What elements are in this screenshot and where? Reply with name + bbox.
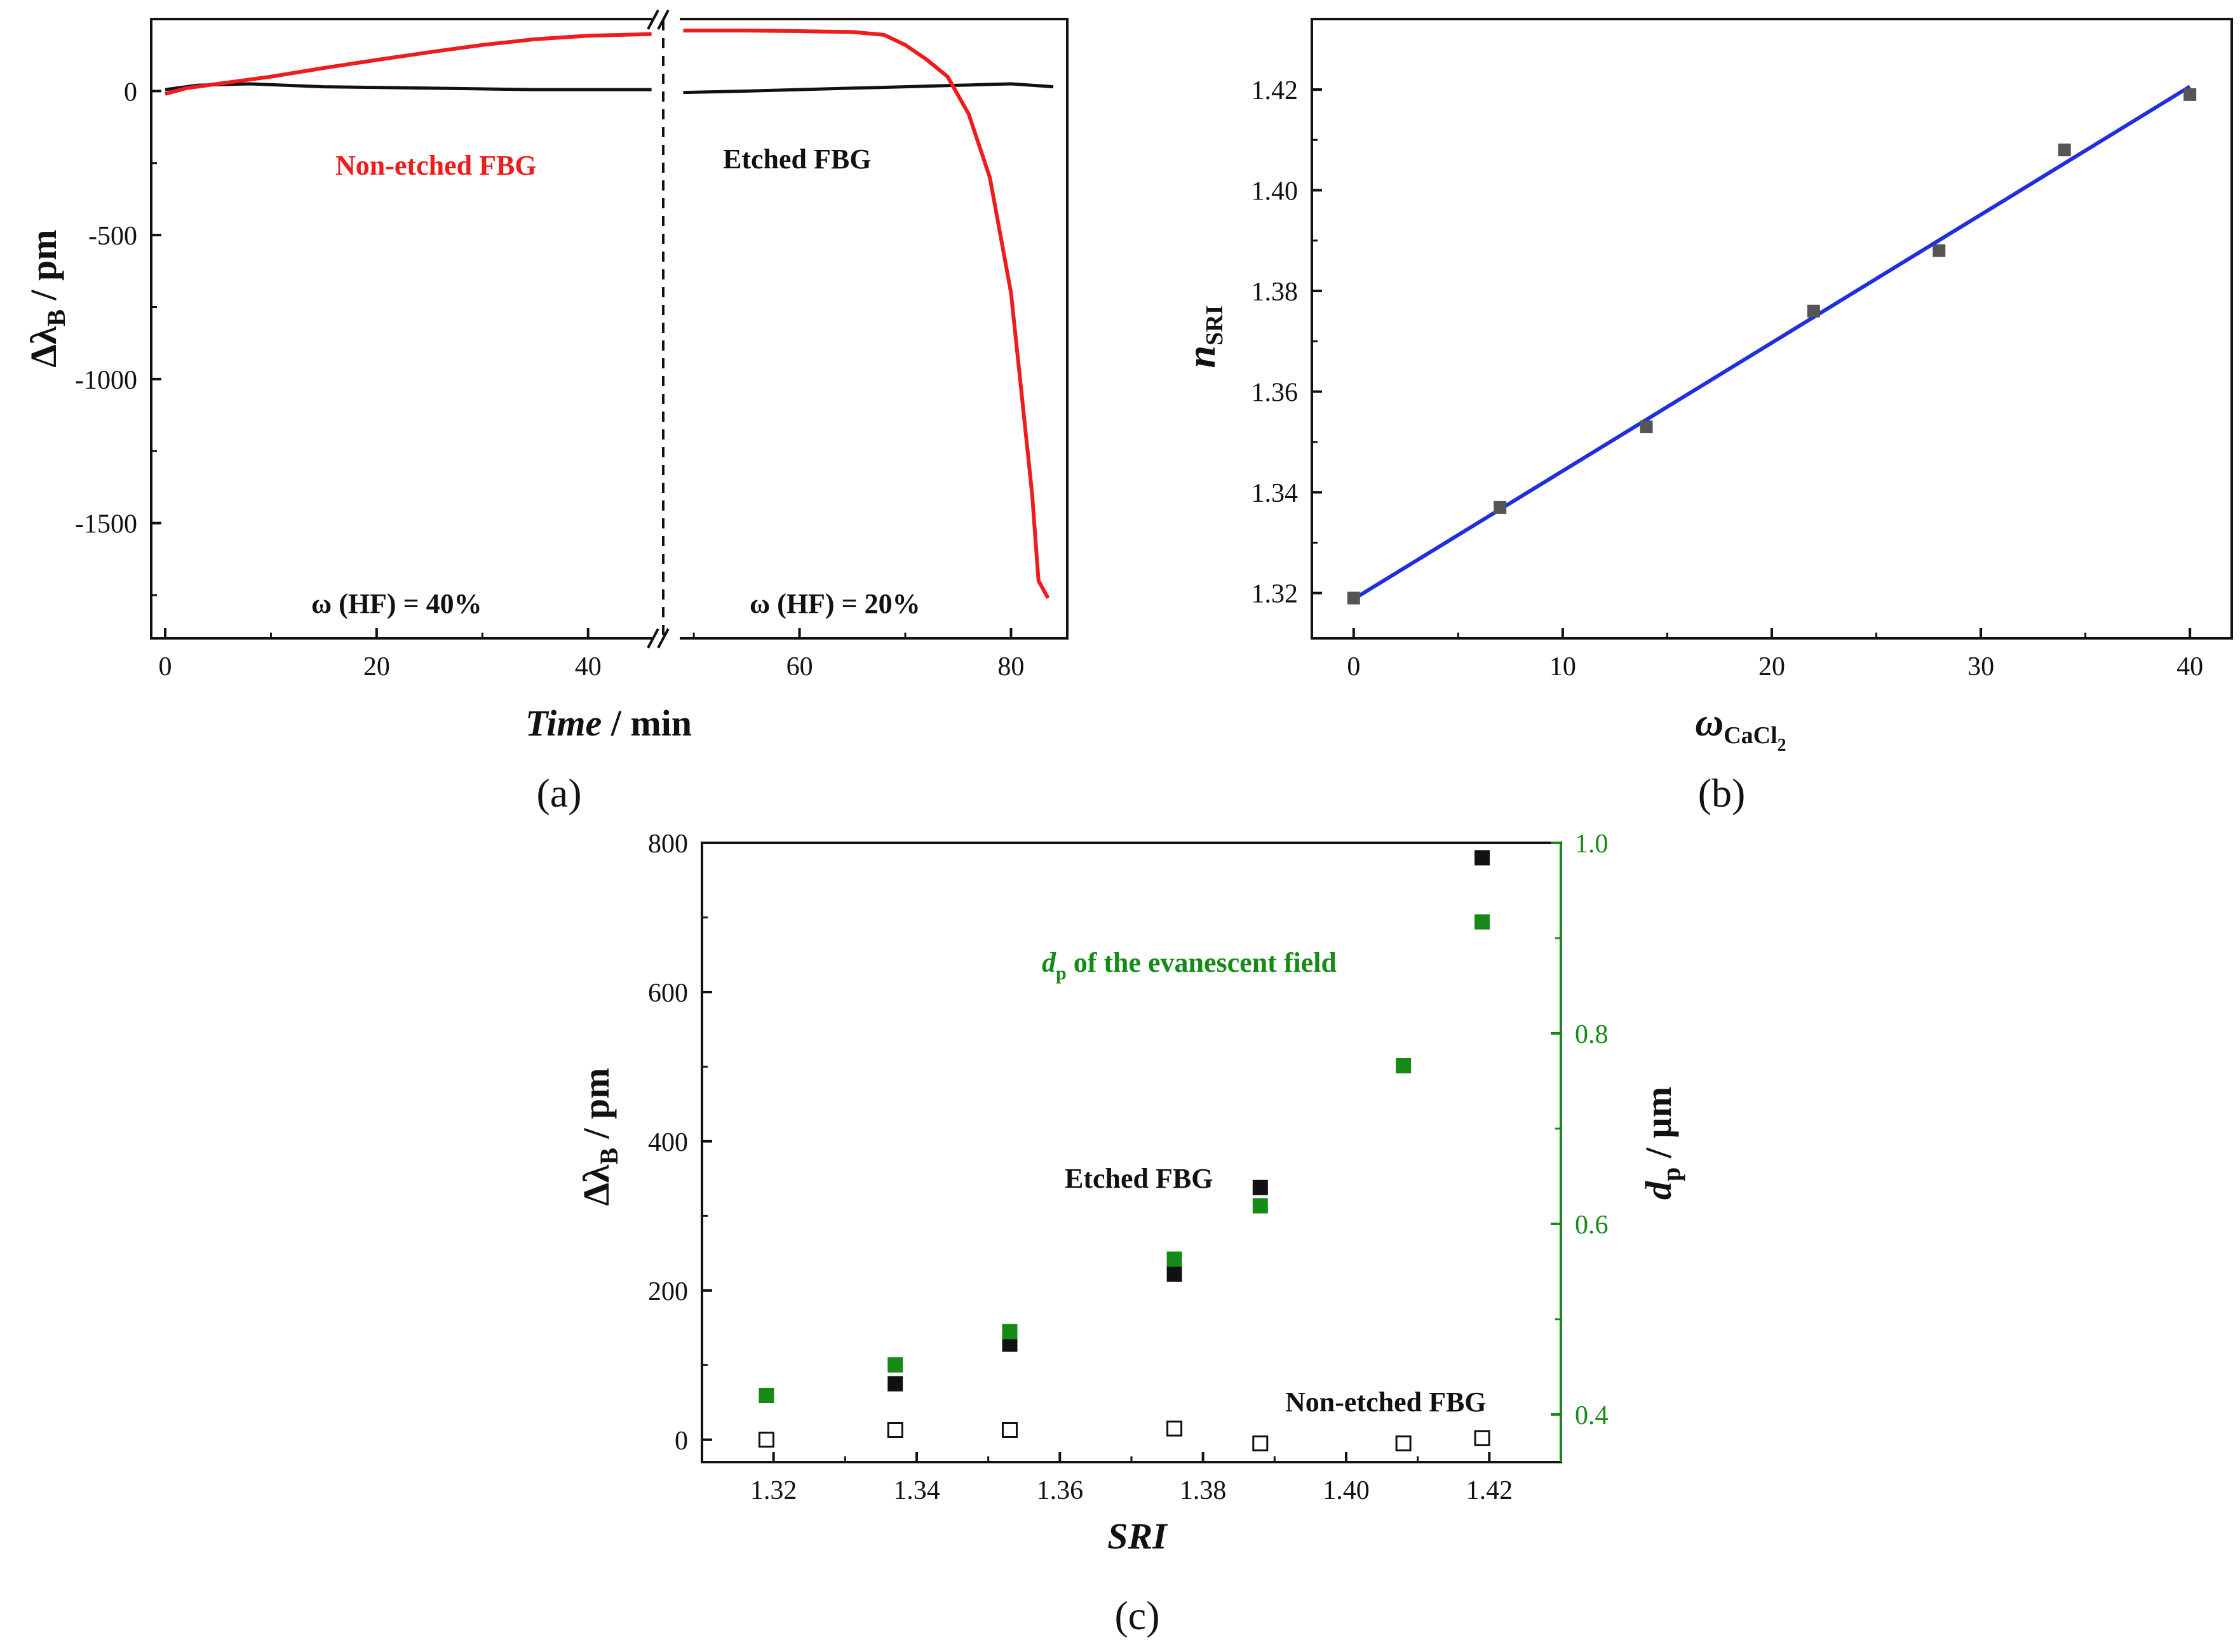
panel-b-data-point xyxy=(1807,304,1820,318)
panel-c-point-non-etched xyxy=(1166,1420,1183,1437)
panel-a-label: (a) xyxy=(536,770,581,816)
panel-b-data-point xyxy=(1347,591,1360,605)
panel-b-frame xyxy=(1311,18,2233,640)
panel-c-x-tick-label: 1.36 xyxy=(1037,1476,1084,1505)
panel-c-label: (c) xyxy=(1114,1593,1159,1638)
panel-c-y-tick-label: 800 xyxy=(648,829,688,859)
panel-a-series-black-left xyxy=(165,82,652,91)
panel-b-y-tick-label: 1.38 xyxy=(1252,278,1299,307)
panel-b-data-point xyxy=(2183,88,2197,101)
panel-c-y2-tick-label: 0.4 xyxy=(1575,1401,1609,1430)
panel-c-y-tick-label: 200 xyxy=(648,1277,688,1306)
panel-a-annotation-non-etched: Non-etched FBG xyxy=(335,150,537,181)
panel-b-data-point xyxy=(1933,244,1946,257)
panel-c-point-dp xyxy=(1474,914,1490,930)
panel-b-x-tick-label: 0 xyxy=(1347,652,1360,682)
panel-c-y-axis-label: ΔλB / pm xyxy=(576,1068,623,1205)
panel-c-x-tick-label: 1.34 xyxy=(893,1476,940,1505)
panel-c-point-dp xyxy=(1166,1251,1182,1267)
panel-a-x-tick-label: 20 xyxy=(363,652,390,682)
panel-b-y-tick-label: 1.36 xyxy=(1252,379,1299,408)
panel-b-data-point xyxy=(1494,500,1507,514)
panel-a-annotation-hf40: ω (HF) = 40% xyxy=(311,588,482,619)
panel-c-x-tick-label: 1.42 xyxy=(1466,1476,1513,1505)
panel-c-x-axis-label: SRI xyxy=(1107,1515,1168,1557)
panel-c-x-tick-label: 1.38 xyxy=(1180,1476,1227,1505)
panel-c-point-non-etched xyxy=(1001,1421,1018,1438)
panel-b-y-tick-label: 1.34 xyxy=(1252,479,1299,508)
panel-c-x-tick-label: 1.32 xyxy=(750,1476,797,1505)
panel-b-x-tick-label: 40 xyxy=(2176,652,2203,682)
panel-b-y-tick-label: 1.40 xyxy=(1252,177,1299,206)
panel-b-label: (b) xyxy=(1698,770,1746,816)
panel-c-point-dp xyxy=(1002,1324,1018,1340)
panel-b-data-point xyxy=(1640,420,1653,434)
panel-a-series-red-left xyxy=(165,32,652,96)
panel-b-x-axis-label: ωCaCl2 xyxy=(1695,701,1786,755)
panel-c-y-tick-label: 600 xyxy=(648,979,688,1008)
panel-c-y2-tick-label: 1.0 xyxy=(1575,829,1609,859)
panel-b-x-tick-label: 30 xyxy=(1967,652,1994,682)
panel-a-frame xyxy=(150,18,1069,640)
panel-c-annotation-non-etched: Non-etched FBG xyxy=(1285,1387,1487,1418)
panel-a-x-tick-label: 0 xyxy=(159,652,172,682)
panel-a-series-red-right xyxy=(683,29,1050,599)
panel-a-annotation-etched: Etched FBG xyxy=(723,144,871,175)
panel-a-y-tick-label: 0 xyxy=(124,77,137,107)
panel-c-y-tick-label: 400 xyxy=(648,1128,688,1157)
panel-c-point-etched xyxy=(1474,850,1490,866)
panel-c-point-dp xyxy=(887,1357,903,1373)
panel-c-y2-tick-label: 0.6 xyxy=(1575,1211,1609,1240)
panel-c-point-etched xyxy=(1252,1179,1268,1195)
panel-c-annotation-etched: Etched FBG xyxy=(1065,1163,1213,1194)
panel-a-chart: 0 20 40 60 800-500-1000-1500 Non-etched FBG … xyxy=(23,10,1069,816)
panel-b-data-point xyxy=(2058,144,2071,157)
panel-c-y-tick-label: 0 xyxy=(675,1427,688,1456)
panel-a-x-tick-label: 60 xyxy=(786,652,813,682)
panel-a-x-tick-label: 80 xyxy=(997,652,1024,682)
panel-c-point-non-etched xyxy=(1474,1430,1490,1446)
panel-c-point-dp xyxy=(1396,1058,1412,1073)
panel-b-fit-line xyxy=(1353,84,2191,601)
panel-c-point-non-etched xyxy=(1395,1435,1412,1452)
panel-a-x-tick-label: 40 xyxy=(575,652,602,682)
panel-c-annotation-dp: dp of the evanescent field xyxy=(1042,947,1337,984)
panel-c-point-dp xyxy=(1252,1198,1268,1214)
panel-a-annotation-hf20: ω (HF) = 20% xyxy=(750,588,921,619)
panel-a-y-tick-label: -1000 xyxy=(75,366,137,395)
panel-c-chart: 1.32 1.34 1.36 1.38 1.40 1.42 0 200 400 600 800 0.4… xyxy=(576,829,1685,1638)
panel-a-axis-break xyxy=(647,10,680,648)
panel-c-frame xyxy=(701,842,1562,1463)
panel-b-y-tick-label: 1.42 xyxy=(1252,76,1299,105)
panel-c-point-dp xyxy=(759,1388,774,1403)
panel-c-point-etched xyxy=(887,1376,903,1392)
panel-a-y-tick-label: -500 xyxy=(88,222,137,251)
panel-a-series-black-right xyxy=(683,82,1054,95)
panel-c-point-non-etched xyxy=(758,1432,774,1448)
panel-a-y-tick-label: -1500 xyxy=(75,510,137,539)
panel-b-x-tick-label: 10 xyxy=(1549,652,1576,682)
panel-b-chart: 0 10 20 30 40 1.32 1.34 1.36 1.38 1.40 1.42 ωCaCl2… xyxy=(1178,18,2233,816)
panel-b-y-tick-label: 1.32 xyxy=(1252,580,1299,609)
panel-b-x-tick-label: 20 xyxy=(1758,652,1785,682)
panel-a-y-axis-label: ΔλB / pm xyxy=(23,229,71,367)
panel-c-point-non-etched xyxy=(887,1421,903,1438)
panel-c-x-tick-label: 1.40 xyxy=(1323,1476,1370,1505)
panel-c-point-non-etched xyxy=(1252,1435,1269,1452)
panel-c-y2-axis-label: dp / µm xyxy=(1638,1087,1685,1200)
panel-c-point-etched xyxy=(1166,1266,1182,1282)
panel-a-x-axis-label: Time / min xyxy=(525,702,692,744)
panel-c-y2-tick-label: 0.8 xyxy=(1575,1020,1609,1049)
panel-b-y-axis-label: nSRI xyxy=(1178,306,1228,368)
